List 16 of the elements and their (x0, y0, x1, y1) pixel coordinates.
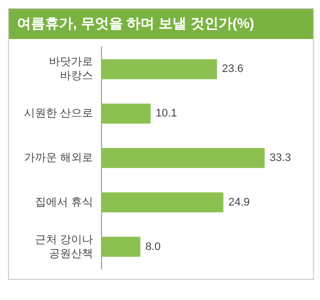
bar (101, 148, 265, 168)
bar (101, 104, 151, 124)
bar (101, 192, 224, 212)
chart-title: 여름휴가, 무엇을 하며 보낼 것인가(%) (9, 9, 313, 39)
bar (101, 236, 140, 257)
data-label: 23.6 (222, 63, 244, 76)
y-tick-label: 바닷가로 바캉스 (49, 56, 93, 82)
y-tick-label: 가까운 해외로 (24, 152, 93, 164)
y-tick-label: 시원한 산으로 (24, 108, 93, 120)
y-tick-label: 근처 강이나 공원산책 (34, 234, 93, 260)
bar (101, 59, 217, 80)
data-label: 8.0 (145, 240, 161, 253)
data-label: 33.3 (270, 152, 292, 164)
y-tick-label: 집에서 휴식 (34, 196, 93, 208)
data-label: 24.9 (228, 196, 250, 208)
data-label: 10.1 (156, 108, 178, 120)
